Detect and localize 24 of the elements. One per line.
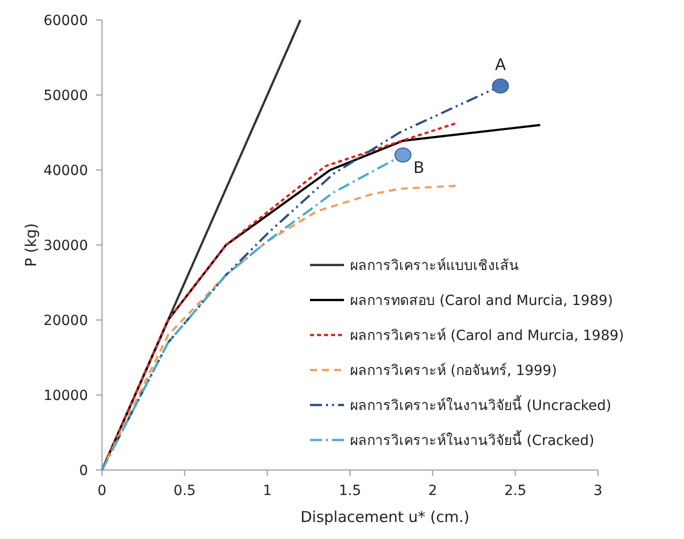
legend-label: ผลการวิเคราะห์ในงานวิจัยนี้ (Cracked) [350,430,594,449]
y-tick-label: 40000 [43,163,88,179]
y-tick-label: 20000 [43,313,88,329]
y-axis-title: P (kg) [22,223,40,267]
legend-label: ผลการทดสอบ (Carol and Murcia, 1989) [350,293,613,309]
y-tick-label: 50000 [43,88,88,104]
y-tick-label: 30000 [43,238,88,254]
x-tick-label: 2 [428,483,438,499]
x-tick-label: 1.5 [338,483,362,499]
x-tick-label: 3 [594,483,602,499]
legend-label: ผลการวิเคราะห์ในงานวิจัยนี้ (Uncracked) [350,395,612,414]
annotation: A [494,55,506,74]
legend-label: ผลการวิเคราะห์ (Carol and Murcia, 1989) [350,327,624,344]
x-axis-title: Displacement u* (cm.) [300,508,470,526]
legend-label: ผลการวิเคราะห์ (กอจันทร์, 1999) [350,362,557,379]
x-tick-label: 0.5 [174,483,196,499]
x-tick-label: 0 [98,483,106,499]
x-tick-label: 2.5 [504,483,526,499]
y-tick-label: 60000 [43,13,88,29]
y-tick-label: 0 [79,463,88,479]
y-tick-label: 10000 [43,388,88,404]
x-tick-label: 1 [262,483,272,499]
annotation: B [413,158,424,177]
legend-label: ผลการวิเคราะห์แบบเชิงเส้น [350,257,519,274]
